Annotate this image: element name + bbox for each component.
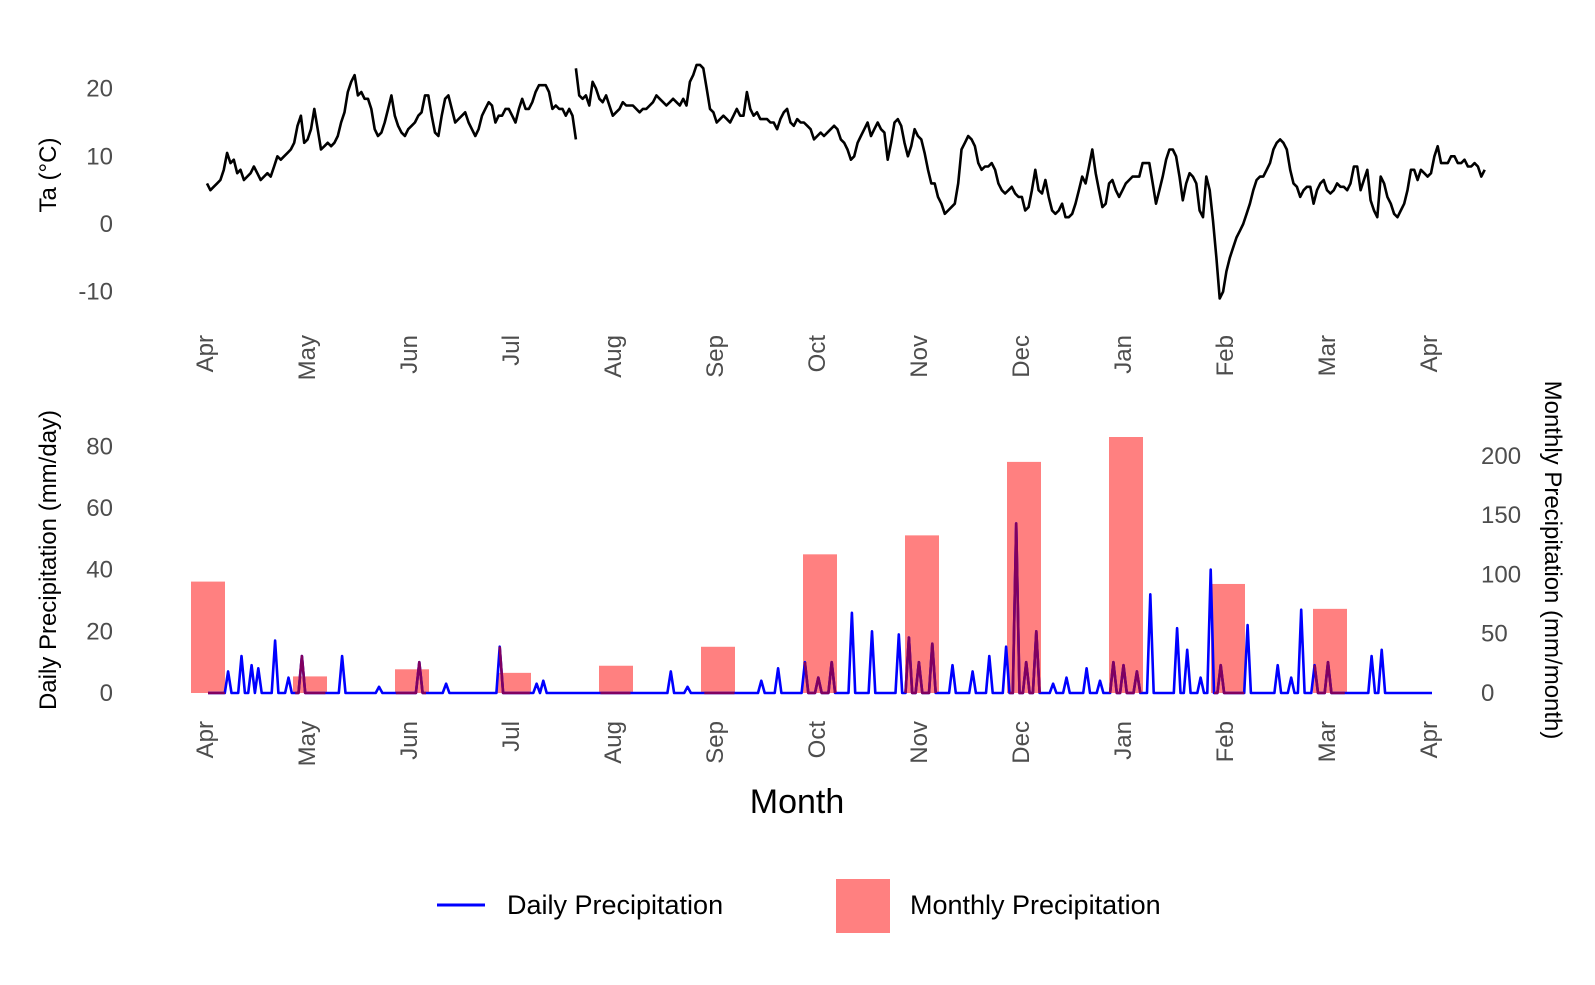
overlap-line-jul [498, 646, 530, 695]
overlap-line-nov [904, 636, 937, 695]
monthly-bar-aug [599, 665, 633, 693]
temp-x-tick-9: Jan [1110, 335, 1137, 374]
monthly-precip-y-tick-1: 50 [1481, 621, 1508, 648]
temp-x-tick-10: Feb [1212, 335, 1239, 376]
precip-x-tick-9: Jan [1110, 721, 1137, 760]
monthly-precip-y-tick-0: 0 [1481, 680, 1494, 707]
monthly-bar-feb [1211, 583, 1245, 693]
legend-monthly-precip-swatch [836, 879, 890, 933]
x-axis-title: Month [750, 783, 845, 821]
temp-x-tick-11: Mar [1314, 335, 1341, 376]
monthly-precip-y-ticks: 0 50 100 150 200 [1481, 443, 1521, 707]
temperature-x-ticks: Apr May Jun Jul Aug Sep Oct Nov Dec Jan Feb Mar Apr [192, 335, 1443, 381]
precip-x-tick-3: Jul [498, 721, 525, 752]
precip-x-tick-5: Sep [702, 721, 729, 764]
temp-x-tick-8: Dec [1008, 335, 1035, 378]
temp-y-tick-0: -10 [78, 279, 113, 306]
daily-precip-y-tick-0: 0 [100, 680, 113, 707]
monthly-bar-jan [1109, 437, 1143, 693]
temperature-panel: Ta (°C) -10 0 10 20 Apr May Jun Jul Aug Sep Oct No… [35, 63, 1486, 381]
precip-x-tick-0: Apr [192, 721, 219, 758]
temp-x-tick-5: Sep [702, 335, 729, 378]
monthly-precip-bars [191, 437, 1347, 693]
temp-x-tick-2: Jun [396, 335, 423, 374]
precip-x-tick-2: Jun [396, 721, 423, 760]
temp-x-tick-0: Apr [192, 335, 219, 372]
overlap-line-mar [1313, 660, 1345, 695]
legend-monthly-precip-label: Monthly Precipitation [910, 890, 1161, 920]
temp-y-tick-3: 20 [86, 76, 113, 103]
temp-x-tick-6: Oct [804, 335, 831, 373]
overlap-line-oct [803, 660, 837, 695]
legend: Daily Precipitation Monthly Precipitatio… [437, 879, 1161, 933]
precip-x-tick-7: Nov [906, 721, 933, 764]
temperature-line-segment-1 [574, 63, 1486, 300]
temp-y-tick-2: 10 [86, 143, 113, 170]
temp-x-tick-4: Aug [600, 335, 627, 378]
precip-x-tick-12: Apr [1416, 721, 1443, 758]
temperature-series [205, 63, 1486, 300]
overlap-line-jan [1108, 660, 1142, 695]
monthly-precip-y-tick-2: 100 [1481, 561, 1521, 588]
precip-x-tick-8: Dec [1008, 721, 1035, 764]
monthly-bar-apr [191, 581, 225, 693]
temp-x-tick-3: Jul [498, 335, 525, 366]
daily-precip-y-axis-title: Daily Precipitation (mm/day) [35, 410, 62, 710]
temp-y-tick-1: 0 [100, 211, 113, 238]
monthly-precip-y-axis-title: Monthly Precipitation (mm/month) [1539, 381, 1566, 740]
monthly-precip-y-tick-3: 150 [1481, 502, 1521, 529]
monthly-bar-jul [497, 672, 531, 693]
precip-x-tick-4: Aug [600, 721, 627, 764]
precipitation-x-ticks: Apr May Jun Jul Aug Sep Oct Nov Dec Jan Feb Mar Apr [192, 721, 1443, 767]
monthly-bar-may [293, 676, 327, 693]
monthly-bar-sep [701, 646, 735, 693]
legend-daily-precip-label: Daily Precipitation [507, 890, 723, 920]
overlap-line-may [295, 654, 326, 695]
precip-x-tick-10: Feb [1212, 721, 1239, 762]
overlap-line-feb [1214, 663, 1245, 695]
temperature-y-axis-title: Ta (°C) [35, 138, 62, 213]
daily-precip-y-tick-4: 80 [86, 433, 113, 460]
temperature-y-ticks: -10 0 10 20 [78, 76, 113, 306]
overlap-line-dec [1009, 522, 1041, 695]
precip-x-tick-1: May [294, 721, 321, 766]
precip-overlap-series [208, 522, 1345, 695]
precip-x-tick-6: Oct [804, 721, 831, 759]
temperature-line-segment-0 [205, 73, 578, 192]
monthly-precip-y-tick-4: 200 [1481, 443, 1521, 470]
temp-x-tick-1: May [294, 335, 321, 380]
daily-precip-y-tick-2: 40 [86, 557, 113, 584]
temp-x-tick-7: Nov [906, 335, 933, 378]
daily-precip-y-ticks: 0 20 40 60 80 [86, 433, 113, 707]
monthly-bar-jun [395, 669, 429, 693]
temp-x-tick-12: Apr [1416, 335, 1443, 372]
overlap-line-jun [395, 660, 426, 695]
precipitation-panel: Daily Precipitation (mm/day) Monthly Pre… [35, 381, 1566, 821]
daily-precip-y-tick-3: 60 [86, 495, 113, 522]
daily-precip-y-tick-1: 20 [86, 618, 113, 645]
precip-x-tick-11: Mar [1314, 721, 1341, 762]
